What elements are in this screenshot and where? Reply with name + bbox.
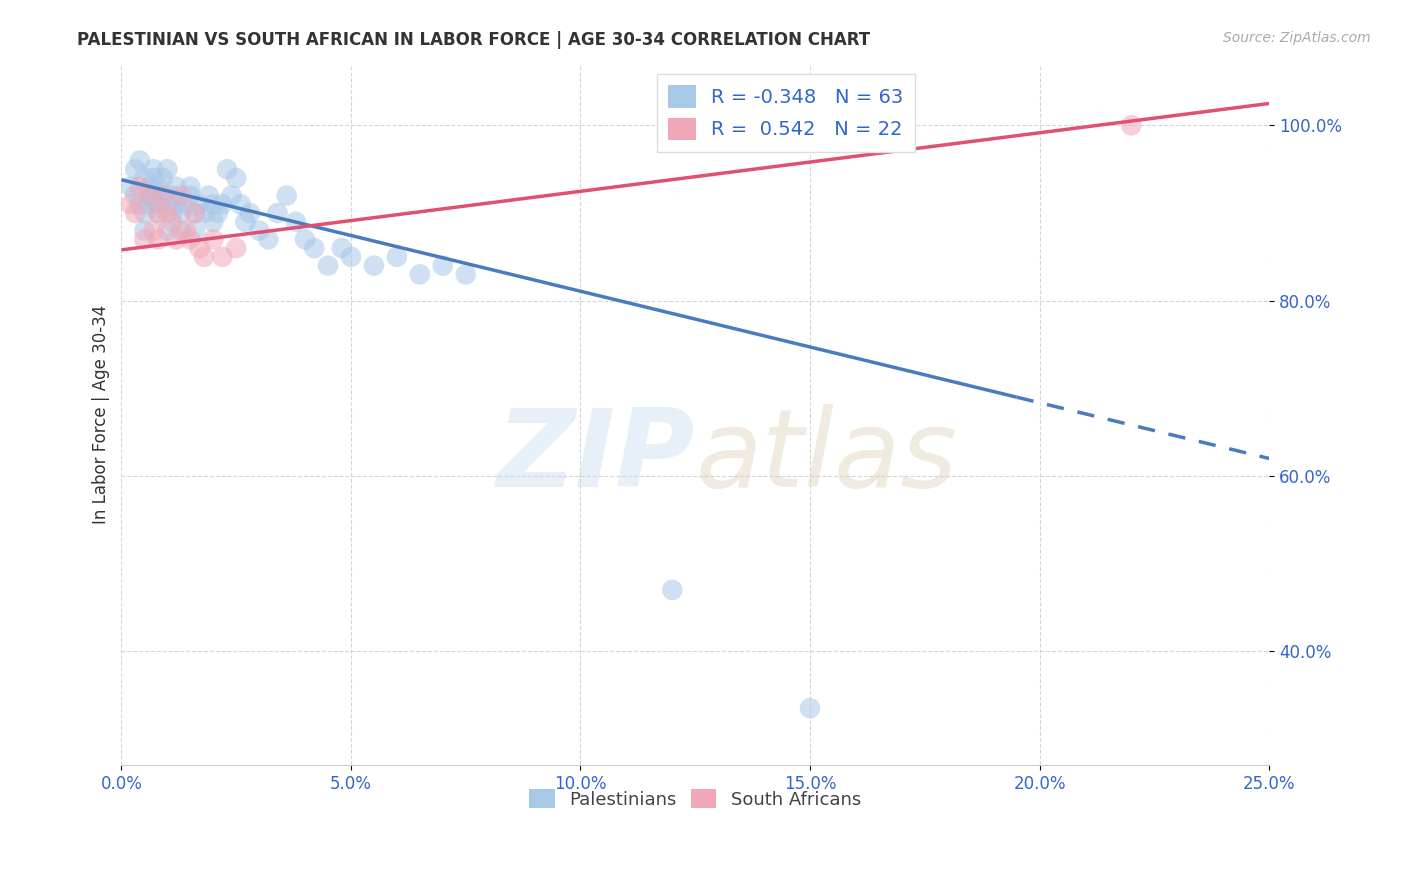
Point	[170, 188, 193, 202]
Point	[266, 206, 288, 220]
Point	[138, 188, 160, 202]
Point	[146, 206, 169, 220]
Point	[184, 206, 207, 220]
Point	[225, 241, 247, 255]
Point	[197, 188, 219, 202]
Point	[170, 224, 193, 238]
Point	[138, 197, 160, 211]
Point	[156, 224, 179, 238]
Point	[276, 188, 298, 202]
Text: ZIP: ZIP	[496, 404, 695, 509]
Point	[193, 250, 215, 264]
Point	[124, 188, 146, 202]
Point	[128, 179, 150, 194]
Point	[202, 197, 225, 211]
Point	[193, 206, 215, 220]
Point	[142, 188, 165, 202]
Point	[1121, 119, 1143, 133]
Point	[152, 188, 174, 202]
Point	[239, 206, 262, 220]
Point	[134, 206, 156, 220]
Point	[202, 232, 225, 246]
Point	[202, 215, 225, 229]
Point	[146, 206, 169, 220]
Point	[207, 206, 229, 220]
Point	[235, 215, 257, 229]
Point	[152, 171, 174, 186]
Text: atlas: atlas	[695, 404, 957, 509]
Point	[124, 162, 146, 177]
Point	[225, 171, 247, 186]
Point	[661, 582, 683, 597]
Point	[340, 250, 363, 264]
Point	[409, 268, 432, 282]
Point	[316, 259, 339, 273]
Point	[142, 162, 165, 177]
Point	[128, 197, 150, 211]
Point	[179, 179, 201, 194]
Point	[211, 250, 233, 264]
Point	[166, 197, 188, 211]
Point	[124, 206, 146, 220]
Point	[146, 197, 169, 211]
Point	[184, 206, 207, 220]
Point	[179, 232, 201, 246]
Point	[166, 232, 188, 246]
Text: PALESTINIAN VS SOUTH AFRICAN IN LABOR FORCE | AGE 30-34 CORRELATION CHART: PALESTINIAN VS SOUTH AFRICAN IN LABOR FO…	[77, 31, 870, 49]
Point	[138, 188, 160, 202]
Point	[294, 232, 316, 246]
Point	[134, 232, 156, 246]
Point	[174, 197, 197, 211]
Point	[247, 224, 270, 238]
Point	[156, 197, 179, 211]
Point	[363, 259, 385, 273]
Point	[170, 206, 193, 220]
Point	[179, 188, 201, 202]
Y-axis label: In Labor Force | Age 30-34: In Labor Force | Age 30-34	[93, 305, 110, 524]
Point	[304, 241, 326, 255]
Point	[142, 224, 165, 238]
Point	[174, 224, 197, 238]
Point	[156, 162, 179, 177]
Point	[160, 188, 183, 202]
Point	[385, 250, 408, 264]
Point	[166, 179, 188, 194]
Text: Source: ZipAtlas.com: Source: ZipAtlas.com	[1223, 31, 1371, 45]
Point	[257, 232, 280, 246]
Point	[211, 197, 233, 211]
Point	[160, 206, 183, 220]
Point	[134, 171, 156, 186]
Point	[120, 197, 142, 211]
Point	[229, 197, 252, 211]
Point	[138, 179, 160, 194]
Point	[799, 701, 821, 715]
Point	[188, 241, 211, 255]
Point	[160, 215, 183, 229]
Point	[432, 259, 454, 273]
Point	[134, 224, 156, 238]
Legend: Palestinians, South Africans: Palestinians, South Africans	[522, 781, 869, 816]
Point	[221, 188, 243, 202]
Point	[146, 179, 169, 194]
Point	[188, 197, 211, 211]
Point	[454, 268, 477, 282]
Point	[156, 206, 179, 220]
Point	[120, 179, 142, 194]
Point	[284, 215, 307, 229]
Point	[215, 162, 238, 177]
Point	[128, 153, 150, 168]
Point	[146, 232, 169, 246]
Point	[184, 224, 207, 238]
Point	[152, 188, 174, 202]
Point	[330, 241, 353, 255]
Point	[142, 171, 165, 186]
